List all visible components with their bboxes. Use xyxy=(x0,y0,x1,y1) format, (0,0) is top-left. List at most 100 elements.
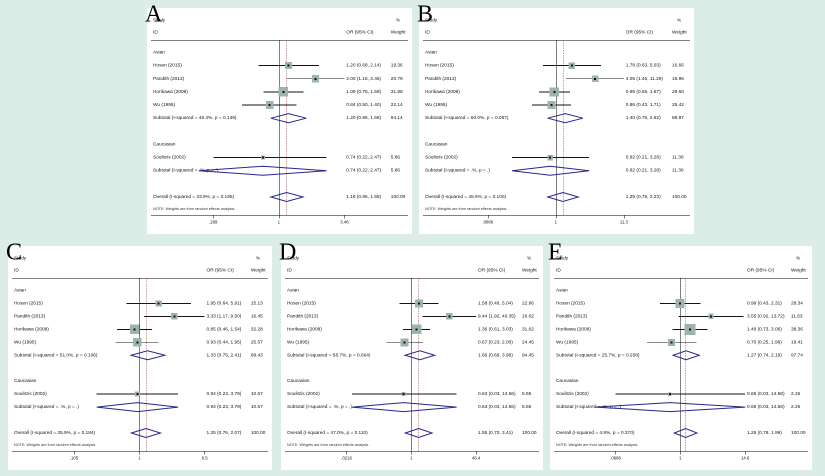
axis-tick xyxy=(745,451,746,455)
or-ci-value: 0.82 (0.21, 3.28) xyxy=(625,167,661,174)
or-ci-value: 1.25 (0.76, 2.07) xyxy=(206,430,242,436)
column-header-weight: Weight xyxy=(390,29,406,35)
study-label: Wu (1995) xyxy=(14,339,37,345)
effect-marker xyxy=(282,90,285,93)
forest-panel-e: E Study% ID OR (95% CI) Weight Asian Hosen (20… xyxy=(548,240,812,470)
column-header-weight: Weight xyxy=(522,267,537,273)
or-ci-value: 1.09 (0.75, 1.59) xyxy=(346,88,382,95)
axis-tick xyxy=(487,215,489,219)
diamond-overlay xyxy=(511,113,590,203)
panel-canvas: B Study% ID OR (95% CI) Weight Asian Hosen (20… xyxy=(417,2,694,234)
column-header-study: Study xyxy=(287,255,300,261)
study-label: Hosen (2015) xyxy=(556,300,585,306)
axis-tick-label: 1 xyxy=(277,219,281,225)
weight-value: 100.00 xyxy=(672,194,687,200)
axis-tick xyxy=(204,451,206,455)
column-header-or-ci: OR (95% CI) xyxy=(206,267,234,273)
weight-value: 5.55 xyxy=(522,391,532,397)
overall-effect-line xyxy=(286,40,288,215)
or-ci-value: 0.82 (0.21, 3.28) xyxy=(625,154,661,161)
group-label: Caucasian xyxy=(153,141,176,147)
null-line xyxy=(555,40,557,215)
pooled-diamond xyxy=(198,165,327,176)
axis-tick-label: .289 xyxy=(209,219,218,225)
effect-marker xyxy=(550,104,553,107)
panel-canvas: D Study% ID OR (95% CI) Weight Asian Hosen (20… xyxy=(279,240,543,470)
study-label: Pandith (2013) xyxy=(425,75,457,82)
panel-letter: E xyxy=(548,238,563,265)
axis-tick xyxy=(346,451,347,455)
forest-panel-a: A Study% ID OR (95% CI) Weight Asian Hosen (20… xyxy=(145,2,412,234)
column-header-percent: % xyxy=(255,255,261,261)
or-ci-value: 0.93 (0.44, 1.95) xyxy=(206,339,242,345)
effect-marker xyxy=(287,64,290,67)
study-label: Subtotal (I-squared = 45.4%, p = 0.139) xyxy=(153,115,237,121)
study-label: Horikawa (2008) xyxy=(153,88,188,95)
axis-tick-label: 1 xyxy=(138,455,141,461)
x-axis xyxy=(12,451,268,452)
study-label: Overall (I-squared = 47.0%, p = 0.110) xyxy=(287,430,368,436)
effect-marker xyxy=(679,302,682,305)
or-ci-value: 0.94 (0.23, 3.79) xyxy=(206,404,242,410)
column-header-id: ID xyxy=(425,29,430,35)
ci-line xyxy=(213,157,327,158)
column-header-weight: Weight xyxy=(672,29,687,35)
group-label: Asian xyxy=(425,49,437,55)
group-label: Asian xyxy=(556,287,568,293)
study-label: Hosen (2015) xyxy=(153,62,182,69)
x-axis xyxy=(151,215,408,216)
group-label: Asian xyxy=(287,287,299,293)
null-line xyxy=(139,278,140,451)
weight-value: 32.28 xyxy=(250,326,263,332)
study-label: Wu (1995) xyxy=(425,102,448,108)
axis-tick-label: 46.4 xyxy=(472,455,481,461)
pooled-diamond xyxy=(129,350,167,361)
header-rule xyxy=(12,278,268,279)
study-label: Subtotal (I-squared = .%, p = .) xyxy=(287,404,352,410)
effect-marker xyxy=(688,328,691,331)
footnote: NOTE: Weights are from random effects an… xyxy=(153,206,235,211)
panel-letter: B xyxy=(417,0,434,27)
column-header-id: ID xyxy=(287,267,292,273)
axis-tick-label: .0686 xyxy=(610,455,621,461)
axis-tick xyxy=(74,451,75,455)
column-header-study: Study xyxy=(556,255,569,261)
effect-marker xyxy=(261,156,264,159)
axis-tick xyxy=(555,215,557,219)
axis-tick-label: 1 xyxy=(410,455,413,461)
or-ci-value: 0.74 (0.22, 2.47) xyxy=(346,154,382,161)
x-axis xyxy=(554,451,808,452)
weight-value: 22.14 xyxy=(390,102,403,108)
forest-panel-d: D Study% ID OR (95% CI) Weight Asian Hosen (20… xyxy=(279,240,543,470)
or-ci-value: 0.94 (0.23, 3.79) xyxy=(206,391,242,397)
axis-tick-label: .0886 xyxy=(482,219,494,225)
weight-value: 5.86 xyxy=(390,154,401,161)
axis-tick-label: .105 xyxy=(69,455,79,461)
study-label: Subtotal (I-squared = 58.7%, p = 0.064) xyxy=(287,352,371,358)
effect-marker xyxy=(670,341,673,344)
pooled-diamond xyxy=(547,113,583,124)
effect-marker xyxy=(418,302,421,305)
axis-tick xyxy=(476,451,477,455)
or-ci-value: 4.05 (1.45, 11.29) xyxy=(625,75,663,82)
or-ci-value: 1.40 (0.75, 2.62) xyxy=(625,115,661,121)
column-header-study: Study xyxy=(14,255,27,261)
column-header-study: Study xyxy=(425,17,438,23)
group-label: Caucasian xyxy=(287,378,310,384)
or-ci-value: 0.65 (0.03, 14.58) xyxy=(747,391,785,397)
axis-tick-label: 14.6 xyxy=(741,455,750,461)
weight-value: 24.45 xyxy=(522,339,534,345)
weight-value: 15.13 xyxy=(250,300,263,306)
column-header-or-ci: OR (95% CI) xyxy=(346,29,374,35)
study-label: Subtotal (I-squared = .%, p = .) xyxy=(425,167,490,174)
study-label: Horikawa (2008) xyxy=(425,88,460,95)
column-header-percent: % xyxy=(796,255,801,261)
weight-value: 16.45 xyxy=(250,313,263,319)
effect-marker xyxy=(157,302,160,305)
panel-letter: D xyxy=(279,238,297,265)
axis-tick-label: 9.5 xyxy=(201,455,208,461)
group-label: Caucasian xyxy=(14,378,37,384)
or-ci-value: 0.95 (0.55, 1.67) xyxy=(625,88,661,95)
study-label: Horikawa (2008) xyxy=(287,326,322,332)
